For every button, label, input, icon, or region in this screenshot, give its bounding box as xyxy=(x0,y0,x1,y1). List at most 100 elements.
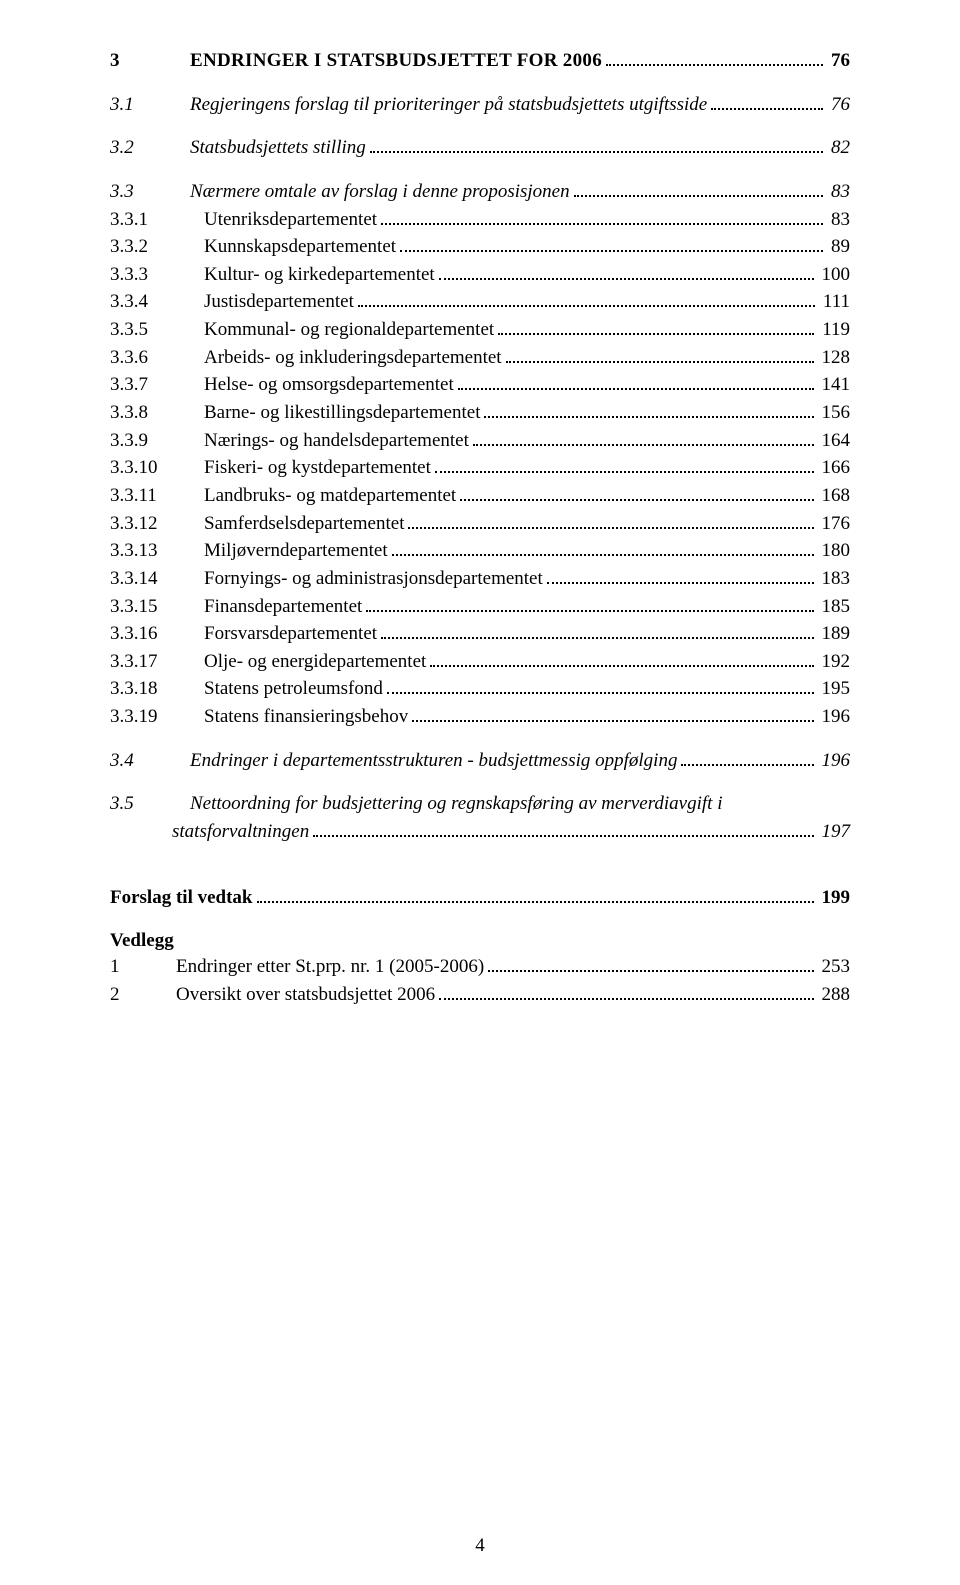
toc-label: Fornyings- og administrasjonsdepartement… xyxy=(204,566,543,592)
toc-leader xyxy=(313,820,813,837)
toc-page: 196 xyxy=(818,704,851,730)
toc-label: Regjeringens forslag til prioriteringer … xyxy=(190,92,707,118)
toc-label: Kunnskapsdepartementet xyxy=(204,234,396,260)
toc-section-line: 3.2 Statsbudsjettets stilling 82 xyxy=(110,135,850,161)
toc-leader xyxy=(257,885,814,902)
toc-leader xyxy=(412,705,813,722)
spacer xyxy=(110,76,850,90)
toc-subsection-line: 3.3.16Forsvarsdepartementet189 xyxy=(110,621,850,647)
toc-num: 1 xyxy=(110,954,176,980)
toc-leader xyxy=(484,401,813,418)
toc-page: 176 xyxy=(818,511,851,537)
toc-num: 3.3.11 xyxy=(110,483,204,509)
toc-num: 3.3.1 xyxy=(110,207,204,233)
toc-label: Samferdselsdepartementet xyxy=(204,511,404,537)
toc-leader xyxy=(381,622,813,639)
toc-page: 288 xyxy=(818,982,851,1008)
toc-leader xyxy=(574,180,823,197)
toc-page: 100 xyxy=(818,262,851,288)
toc-subsection-line: 3.3.4Justisdepartementet111 xyxy=(110,289,850,315)
toc-leader xyxy=(358,290,815,307)
toc-num: 3.3.12 xyxy=(110,511,204,537)
toc-label: Statens finansieringsbehov xyxy=(204,704,408,730)
toc-num: 3.3.13 xyxy=(110,538,204,564)
toc-label: Finansdepartementet xyxy=(204,594,362,620)
toc-subsection-line: 3.3.15Finansdepartementet185 xyxy=(110,594,850,620)
toc-page: 183 xyxy=(818,566,851,592)
toc-page: 82 xyxy=(827,135,850,161)
toc-num: 3.3.3 xyxy=(110,262,204,288)
toc-num: 3.2 xyxy=(110,135,190,161)
toc-page: 141 xyxy=(818,372,851,398)
toc-page: 3 ENDRINGER I STATSBUDSJETTET FOR 2006 7… xyxy=(0,0,960,1585)
toc-subsection-line: 3.3.2Kunnskapsdepartementet 89 xyxy=(110,234,850,260)
toc-section-line: 3.1 Regjeringens forslag til prioriterin… xyxy=(110,92,850,118)
toc-label: Landbruks- og matdepartementet xyxy=(204,483,456,509)
toc-page: 196 xyxy=(818,748,851,774)
toc-leader xyxy=(547,567,814,584)
toc-page: 197 xyxy=(818,819,851,845)
toc-forslag-line: Forslag til vedtak 199 xyxy=(110,885,850,911)
toc-leader xyxy=(387,677,814,694)
toc-label: statsforvaltningen xyxy=(172,819,309,845)
toc-subsection-line: 3.3.18Statens petroleumsfond195 xyxy=(110,676,850,702)
toc-leader xyxy=(439,263,814,280)
toc-subsection-line: 3.3.19Statens finansieringsbehov196 xyxy=(110,704,850,730)
toc-leader xyxy=(473,429,814,446)
toc-subsection-line: 3.3.9Nærings- og handelsdepartementet164 xyxy=(110,428,850,454)
toc-label: Kultur- og kirkedepartementet xyxy=(204,262,435,288)
toc-subsection-line: 3.3.3Kultur- og kirkedepartementet 100 xyxy=(110,262,850,288)
toc-page: 192 xyxy=(818,649,851,675)
toc-label: Endringer etter St.prp. nr. 1 (2005-2006… xyxy=(176,954,484,980)
toc-subsection-line: 3.3.1Utenriksdepartementet83 xyxy=(110,207,850,233)
toc-leader xyxy=(408,511,813,528)
toc-leader xyxy=(711,92,823,109)
toc-num: 3.3.7 xyxy=(110,372,204,398)
toc-subsection-line: 3.3.5Kommunal- og regionaldepartementet1… xyxy=(110,317,850,343)
toc-subsection-line: 3.3.8Barne- og likestillingsdepartemente… xyxy=(110,400,850,426)
toc-leader xyxy=(400,235,823,252)
toc-label: Olje- og energidepartementet xyxy=(204,649,426,675)
toc-label: Arbeids- og inkluderingsdepartementet xyxy=(204,345,502,371)
toc-subsection-line: 3.3.7Helse- og omsorgsdepartementet141 xyxy=(110,372,850,398)
toc-leader xyxy=(460,484,813,501)
toc-leader xyxy=(392,539,814,556)
toc-label: Nettoordning for budsjettering og regnsk… xyxy=(190,791,722,817)
toc-num: 3.3.6 xyxy=(110,345,204,371)
toc-page: 199 xyxy=(818,885,851,911)
toc-leader xyxy=(606,49,823,66)
toc-page: 89 xyxy=(827,234,850,260)
spacer xyxy=(110,732,850,746)
toc-subsection-line: 3.3.11Landbruks- og matdepartementet168 xyxy=(110,483,850,509)
toc-num: 2 xyxy=(110,982,176,1008)
toc-page: 166 xyxy=(818,455,851,481)
toc-leader xyxy=(681,749,813,766)
toc-label: Statsbudsjettets stilling xyxy=(190,135,366,161)
toc-leader xyxy=(458,373,814,390)
toc-num: 3.3.9 xyxy=(110,428,204,454)
toc-leader xyxy=(498,318,814,335)
spacer xyxy=(110,775,850,789)
toc-subsection-line: 3.3.10Fiskeri- og kystdepartementet166 xyxy=(110,455,850,481)
toc-section-line-cont: statsforvaltningen 197 xyxy=(172,819,850,845)
toc-leader xyxy=(506,346,814,363)
toc-num: 3.3.16 xyxy=(110,621,204,647)
toc-page: 128 xyxy=(818,345,851,371)
toc-num: 3.1 xyxy=(110,92,190,118)
toc-leader xyxy=(366,594,813,611)
toc-page: 119 xyxy=(818,317,850,343)
toc-num: 3.3.5 xyxy=(110,317,204,343)
toc-num: 3 xyxy=(110,48,190,74)
toc-leader xyxy=(370,136,823,153)
toc-label: Barne- og likestillingsdepartementet xyxy=(204,400,480,426)
toc-num: 3.3.2 xyxy=(110,234,204,260)
toc-page: 253 xyxy=(818,954,851,980)
toc-subsection-line: 3.3.17Olje- og energidepartementet192 xyxy=(110,649,850,675)
toc-subsections: 3.3.1Utenriksdepartementet833.3.2Kunnska… xyxy=(110,207,850,730)
toc-vedlegg-line: 2 Oversikt over statsbudsjettet 2006 288 xyxy=(110,982,850,1008)
toc-vedlegg-title: Vedlegg xyxy=(110,930,850,952)
toc-leader xyxy=(435,456,814,473)
spacer xyxy=(110,847,850,883)
toc-num: 3.3.8 xyxy=(110,400,204,426)
toc-section-line: 3.5 Nettoordning for budsjettering og re… xyxy=(110,791,850,817)
